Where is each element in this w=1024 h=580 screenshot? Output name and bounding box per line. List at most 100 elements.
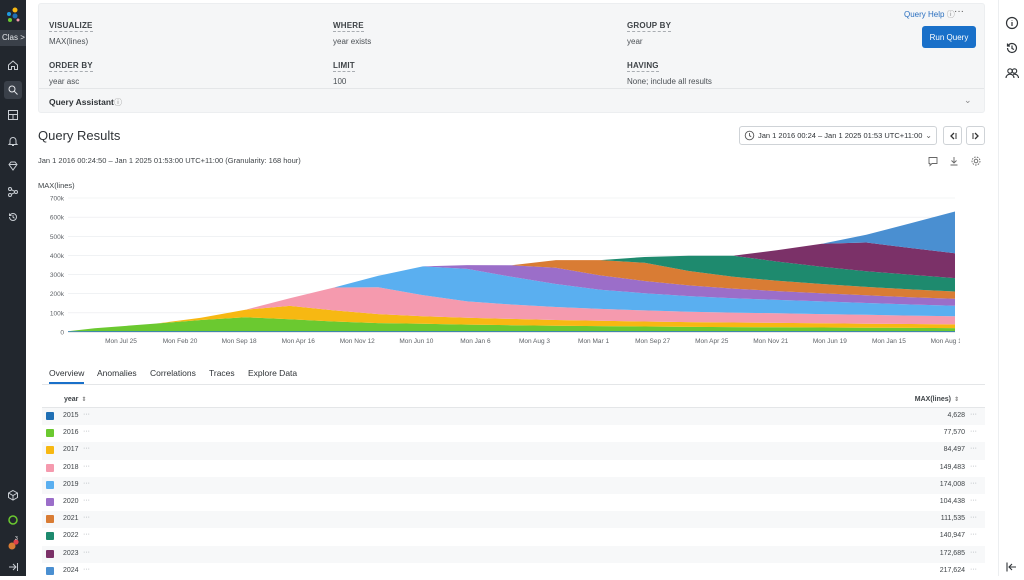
more-options-icon[interactable]: ···: [83, 514, 90, 522]
honeycomb-logo-icon[interactable]: [4, 6, 22, 24]
table-row[interactable]: 2022 ··· 140,947 ···: [42, 528, 985, 545]
where-clause[interactable]: WHERE year exists: [333, 15, 371, 46]
environment-switcher[interactable]: Clas >: [0, 30, 26, 46]
time-back-button[interactable]: [943, 126, 962, 145]
limit-clause[interactable]: LIMIT 100: [333, 55, 355, 86]
tab-traces[interactable]: Traces: [209, 368, 235, 378]
boards-icon[interactable]: [4, 106, 22, 124]
history-icon[interactable]: [4, 208, 22, 226]
slo-icon[interactable]: [4, 157, 22, 175]
series-color-swatch[interactable]: [46, 412, 54, 420]
more-options-icon[interactable]: ···: [970, 514, 977, 522]
more-options-icon[interactable]: ···: [970, 445, 977, 453]
series-color-swatch[interactable]: [46, 515, 54, 524]
run-query-button[interactable]: Run Query: [922, 26, 976, 48]
query-help-link[interactable]: Query Help ⓘ: [904, 9, 955, 20]
series-color-swatch[interactable]: [46, 566, 54, 575]
series-color-swatch[interactable]: [46, 549, 54, 558]
query-assistant-label[interactable]: Query Assistant: [49, 97, 114, 107]
series-area-2022[interactable]: [68, 255, 955, 332]
datasets-icon[interactable]: [4, 486, 22, 504]
more-options-icon[interactable]: ···: [83, 548, 90, 556]
query-history-icon[interactable]: [1003, 39, 1021, 57]
sort-icon[interactable]: ⇕: [953, 397, 959, 403]
more-options-icon[interactable]: ···: [83, 445, 90, 453]
comment-icon[interactable]: [927, 155, 939, 167]
series-area-2023[interactable]: [68, 242, 955, 332]
more-options-icon[interactable]: ···: [970, 479, 977, 487]
chevron-down-icon[interactable]: ⌄: [925, 131, 932, 140]
series-area-2018[interactable]: [68, 287, 955, 332]
service-map-icon[interactable]: [4, 183, 22, 201]
series-color-swatch[interactable]: [46, 446, 54, 455]
query-assistant-toggle[interactable]: Query Assistant ⓘ ⌄: [39, 88, 984, 113]
orderby-clause[interactable]: ORDER BY year asc: [49, 55, 93, 86]
more-options-icon[interactable]: ···: [83, 411, 90, 418]
orderby-value[interactable]: year asc: [49, 77, 80, 86]
sort-icon[interactable]: ⇕: [81, 397, 87, 403]
year-column-header[interactable]: year ⇕: [64, 396, 87, 403]
table-row[interactable]: 2019 ··· 174,008 ···: [42, 476, 985, 494]
notifications-icon[interactable]: 3: [4, 536, 22, 554]
more-options-icon[interactable]: ···: [970, 565, 977, 573]
download-icon[interactable]: [948, 155, 960, 167]
more-options-icon[interactable]: ···: [970, 428, 977, 436]
query-icon[interactable]: [4, 81, 22, 99]
more-options-icon[interactable]: ···: [954, 6, 964, 17]
table-row[interactable]: 2018 ··· 149,483 ···: [42, 460, 985, 477]
home-icon[interactable]: [4, 56, 22, 74]
info-icon[interactable]: [1003, 14, 1021, 32]
series-area-2017[interactable]: [68, 305, 955, 332]
time-forward-button[interactable]: [966, 126, 985, 145]
triggers-icon[interactable]: [4, 132, 22, 150]
series-color-swatch[interactable]: [46, 480, 54, 489]
gear-icon[interactable]: [970, 155, 982, 167]
more-options-icon[interactable]: ···: [970, 411, 977, 418]
table-row[interactable]: 2023 ··· 172,685 ···: [42, 545, 985, 563]
team-icon[interactable]: [1003, 64, 1021, 82]
tab-overview[interactable]: Overview: [49, 368, 85, 384]
groupby-value[interactable]: year: [627, 37, 643, 46]
series-area-2015[interactable]: [68, 331, 955, 332]
series-area-2020[interactable]: [68, 265, 955, 332]
tab-explore-data[interactable]: Explore Data: [248, 368, 298, 378]
series-color-swatch[interactable]: [46, 497, 54, 506]
collapse-icon[interactable]: [4, 558, 22, 576]
more-options-icon[interactable]: ···: [83, 531, 90, 539]
tab-correlations[interactable]: Correlations: [150, 368, 196, 378]
limit-value[interactable]: 100: [333, 77, 347, 86]
series-color-swatch[interactable]: [46, 532, 54, 541]
table-row[interactable]: 2017 ··· 84,497 ···: [42, 442, 985, 460]
more-options-icon[interactable]: ···: [970, 531, 977, 539]
more-options-icon[interactable]: ···: [970, 496, 977, 504]
more-options-icon[interactable]: ···: [970, 462, 977, 470]
series-area-2021[interactable]: [68, 260, 955, 332]
visualize-clause[interactable]: VISUALIZE MAX(lines): [49, 15, 93, 46]
time-range-picker[interactable]: Jan 1 2016 00:24 – Jan 1 2025 01:53 UTC+…: [739, 126, 937, 145]
chevron-down-icon[interactable]: ⌄: [964, 95, 972, 105]
more-options-icon[interactable]: ···: [970, 548, 977, 556]
time-range-value[interactable]: Jan 1 2016 00:24 – Jan 1 2025 01:53 UTC+…: [758, 131, 923, 140]
query-help-label[interactable]: Query Help: [904, 10, 945, 19]
table-row[interactable]: 2015 ··· 4,628 ···: [42, 408, 985, 426]
where-value[interactable]: year exists: [333, 37, 372, 46]
more-options-icon[interactable]: ···: [83, 428, 90, 436]
table-row[interactable]: 2021 ··· 111,535 ···: [42, 511, 985, 529]
status-icon[interactable]: [4, 511, 22, 529]
table-row[interactable]: 2020 ··· 104,438 ···: [42, 494, 985, 511]
series-color-swatch[interactable]: [46, 463, 54, 472]
having-clause[interactable]: HAVING None; include all results: [627, 55, 712, 86]
table-row[interactable]: 2024 ··· 217,624 ···: [42, 563, 985, 580]
table-row[interactable]: 2016 ··· 77,570 ···: [42, 425, 985, 442]
series-color-swatch[interactable]: [46, 429, 54, 438]
visualize-value[interactable]: MAX(lines): [49, 37, 89, 46]
expand-panel-icon[interactable]: [1003, 558, 1021, 576]
more-options-icon[interactable]: ···: [83, 479, 90, 487]
more-options-icon[interactable]: ···: [83, 462, 90, 470]
series-area-2016[interactable]: [68, 317, 955, 332]
tab-anomalies[interactable]: Anomalies: [97, 368, 137, 378]
groupby-clause[interactable]: GROUP BY year: [627, 15, 672, 46]
stacked-area-chart[interactable]: 0 100k 200k 300k 400k 500k 600k 700k Mon Jul 25…: [30, 192, 960, 352]
value-column-header[interactable]: MAX(lines) ⇕: [914, 396, 959, 403]
more-options-icon[interactable]: ···: [83, 496, 90, 504]
